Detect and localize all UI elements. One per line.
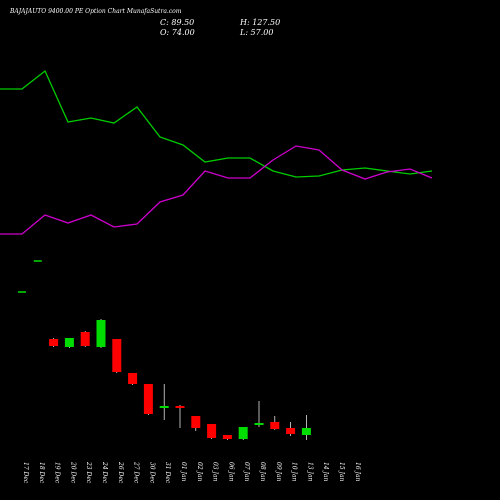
candle-body xyxy=(128,373,138,384)
candle-body xyxy=(175,406,185,408)
candle-27-dec xyxy=(128,373,138,385)
x-tick-label: 31 Dec xyxy=(164,462,171,484)
candle-31-dec xyxy=(159,384,169,420)
indicator-lines xyxy=(0,69,433,235)
candle-body xyxy=(254,423,264,425)
x-tick-label: 07 Jan xyxy=(243,462,250,482)
candle-body xyxy=(238,427,248,439)
candle-body xyxy=(112,339,122,372)
candle-26-dec xyxy=(112,339,122,373)
x-tick-label: 27 Dec xyxy=(133,461,140,484)
x-tick-label: 10 Jan xyxy=(291,462,298,482)
candle-30-dec xyxy=(143,384,153,415)
x-tick-label: 17 Dec xyxy=(22,462,29,484)
close-value: C: 89.50 xyxy=(160,18,195,27)
magenta-indicator-line xyxy=(0,145,433,235)
candle-07-jan xyxy=(238,427,248,440)
candle-03-jan xyxy=(207,424,217,439)
x-tick-label: 23 Dec xyxy=(85,461,92,484)
candle-08-jan xyxy=(254,401,264,427)
x-tick-label: 26 Dec xyxy=(117,461,124,484)
x-tick-label: 09 Jan xyxy=(275,462,282,482)
candle-body xyxy=(286,428,296,434)
candle-09-jan xyxy=(270,416,280,430)
candles xyxy=(18,260,311,440)
x-tick-label: 06 Jan xyxy=(227,462,234,482)
green-indicator-line xyxy=(0,69,433,178)
candle-body xyxy=(143,384,153,414)
high-value: H: 127.50 xyxy=(240,18,281,27)
candle-body xyxy=(64,338,74,347)
candle-body xyxy=(159,406,169,408)
x-tick-label: 13 Jan xyxy=(306,462,313,482)
low-value: L: 57.00 xyxy=(240,28,274,37)
candle-23-dec xyxy=(80,331,90,347)
x-tick-label: 08 Jan xyxy=(259,462,266,482)
x-tick-label: 20 Dec xyxy=(69,461,76,484)
candle-body xyxy=(270,422,280,429)
x-axis-labels: 17 Dec 18 Dec 19 Dec 20 Dec 23 Dec 24 Dec 26 D… xyxy=(22,461,361,484)
candle-body xyxy=(222,435,232,439)
candle-24-dec xyxy=(96,319,106,348)
x-tick-label: 24 Dec xyxy=(101,461,108,484)
x-tick-label: 19 Dec xyxy=(54,462,61,484)
candle-19-dec xyxy=(49,338,59,347)
x-tick-label: 15 Jan xyxy=(338,462,345,482)
candle-body xyxy=(96,320,106,347)
candle-13-jan xyxy=(301,415,311,440)
x-tick-label: 01 Jan xyxy=(180,462,187,482)
candle-01-jan xyxy=(175,405,185,428)
x-tick-label: 30 Dec xyxy=(148,462,155,484)
x-tick-label: 18 Dec xyxy=(38,462,45,484)
candle-02-jan xyxy=(191,416,201,431)
candle-body xyxy=(191,416,201,428)
candle-body xyxy=(207,424,217,438)
x-tick-label: 02 Jan xyxy=(196,462,203,482)
x-tick-label: 16 Jan xyxy=(354,462,361,482)
chart-title: BAJAJAUTO 9400.00 PE Option Chart Munafa… xyxy=(10,8,182,15)
x-tick-label: 14 Jan xyxy=(322,462,329,482)
candle-body xyxy=(80,332,90,346)
candle-10-jan xyxy=(286,422,296,436)
candle-body xyxy=(301,428,311,435)
candle-06-jan xyxy=(222,435,232,440)
candle-20-dec xyxy=(64,338,74,348)
candle-body xyxy=(49,339,59,346)
x-tick-label: 03 Jan xyxy=(212,462,219,482)
open-value: O: 74.00 xyxy=(160,28,195,37)
